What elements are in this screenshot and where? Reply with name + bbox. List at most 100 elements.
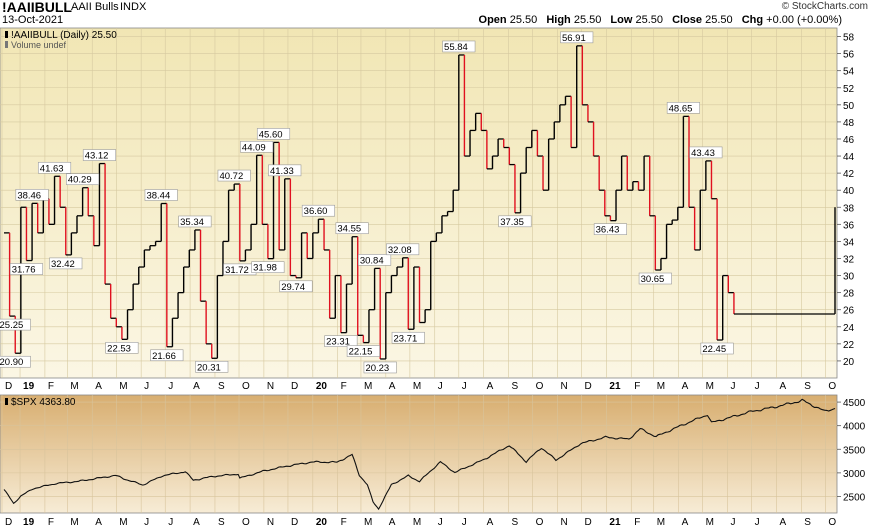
value-label: 23.31 (326, 337, 350, 348)
value-label-box (442, 40, 476, 53)
upper-x-tick-label: D (585, 381, 592, 392)
chg-value: +0.00 (+0.00%) (766, 14, 842, 26)
lower-x-tick-label: S (218, 517, 225, 528)
value-label-box (240, 140, 274, 153)
legend-swatch-volume (5, 41, 8, 48)
value-label-box (386, 243, 420, 256)
lower-x-tick-label: M (657, 517, 665, 528)
value-label: 32.42 (51, 259, 75, 270)
high-label: High (546, 14, 571, 26)
lower-y-axis: 2500 3000 3500 4000 4500 (837, 398, 866, 503)
value-label-box (105, 342, 139, 354)
upper-y-tick-label: 20 (843, 357, 855, 368)
value-label: 38.46 (17, 190, 41, 201)
upper-y-tick-label: 26 (843, 306, 855, 317)
lower-x-tick-label: O (242, 517, 250, 528)
value-label: 30.84 (360, 255, 384, 266)
value-label: 41.33 (270, 166, 294, 177)
value-label: 36.43 (596, 225, 620, 236)
upper-y-tick-label: 28 (843, 289, 855, 300)
value-label-box (560, 31, 594, 44)
value-label-box (301, 204, 335, 217)
upper-y-axis: 20 22 24 26 28 30 32 34 36 38 40 42 44 46 48 50 52 54 56 58 (837, 33, 855, 368)
upper-x-tick-label: D (291, 381, 298, 392)
lower-gridlines (0, 395, 837, 513)
value-label-box (666, 102, 700, 114)
value-label-box (346, 345, 380, 357)
value-label: 43.12 (85, 151, 109, 162)
value-label-box (0, 355, 31, 368)
upper-x-tick-label: O (242, 381, 250, 392)
lower-x-tick-label: J (168, 517, 173, 528)
value-label: 20.23 (365, 363, 389, 374)
value-label: 29.74 (281, 282, 305, 293)
upper-y-tick-label: 36 (843, 220, 855, 231)
lower-y-tick-label: 4000 (843, 422, 866, 433)
ohlc-readout: Open 25.50 High 25.50 Low 25.50 Close 25… (479, 14, 842, 26)
lower-x-tick-label: S (512, 517, 519, 528)
value-label: 20.31 (197, 362, 221, 373)
lower-x-tick-label: J (462, 517, 467, 528)
close-value: 25.50 (705, 14, 733, 26)
close-label: Close (672, 14, 703, 26)
value-label: 56.91 (562, 33, 586, 44)
value-label-box (82, 149, 117, 161)
upper-x-tick-label: F (341, 381, 347, 392)
upper-x-tick-label: S (512, 381, 519, 392)
upper-x-tick-label: F (48, 381, 54, 392)
legend-volume: Volume undef (11, 40, 67, 50)
upper-x-tick-label: A (95, 381, 102, 392)
upper-y-tick-label: 48 (843, 118, 855, 129)
open-value: 25.50 (509, 14, 538, 26)
upper-x-tick-label: M (657, 381, 665, 392)
upper-x-tick-label: N (267, 381, 274, 392)
lower-x-tick-label: N (267, 517, 274, 528)
lower-x-tick-label: J (438, 517, 443, 528)
lower-x-tick-label: 20 (316, 517, 328, 528)
lower-x-tick-label: D (5, 517, 12, 528)
value-label-box (358, 254, 392, 266)
value-label-box (66, 173, 100, 186)
exchange-label: INDX (120, 1, 147, 13)
lower-x-tick-label: M (706, 517, 714, 528)
value-label: 40.29 (68, 175, 92, 186)
value-label: 25.25 (0, 320, 23, 331)
upper-y-tick-label: 40 (843, 186, 855, 197)
value-label: 38.44 (146, 191, 170, 202)
upper-gridlines (0, 28, 837, 378)
spx-line (3, 398, 836, 511)
value-label: 40.72 (219, 171, 243, 182)
upper-x-tick-label: M (413, 381, 421, 392)
value-label-box (49, 257, 83, 270)
lower-x-tick-label: A (682, 517, 689, 528)
value-label: 23.71 (394, 333, 418, 344)
upper-y-tick-label: 56 (843, 50, 855, 61)
aaii-bulls-series (4, 45, 836, 360)
lower-y-tick-label: 2500 (843, 492, 866, 503)
legend-spx: $SPX 4363.80 (11, 397, 76, 408)
value-label: 21.66 (152, 351, 176, 362)
upper-y-tick-label: 52 (843, 84, 855, 95)
symbol-name: AAII Bulls (71, 1, 119, 13)
symbol-label: !AAIIBULL (2, 0, 72, 15)
lower-x-tick-label: M (70, 517, 78, 528)
value-label-box (251, 261, 285, 273)
lower-x-tick-label: J (731, 517, 736, 528)
upper-y-tick-label: 46 (843, 135, 855, 146)
value-label-box (335, 222, 369, 235)
upper-x-tick-label: 20 (316, 381, 328, 392)
value-label: 45.60 (259, 129, 283, 140)
low-label: Low (610, 14, 633, 26)
value-label-box (195, 360, 229, 373)
lower-x-axis: D 19 F M A M J J A S O N D 20 F M A M J J A S O N D 21 F M A M J J A S O (5, 517, 836, 528)
legend-swatch-spx (5, 398, 8, 405)
legend-bulls: !AAIIBULL (Daily) 25.50 (11, 30, 117, 41)
value-label: 48.65 (669, 103, 693, 114)
upper-x-tick-label: A (389, 381, 396, 392)
upper-x-tick-label: A (682, 381, 689, 392)
value-label: 43.43 (691, 148, 715, 159)
lower-y-tick-label: 3000 (843, 469, 866, 480)
upper-x-tick-label: S (218, 381, 225, 392)
